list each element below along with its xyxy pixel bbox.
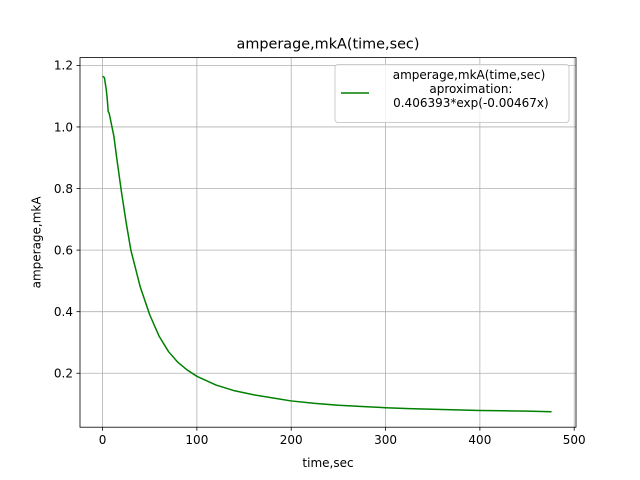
legend: amperage,mkA(time,sec) aproximation: 0.4… [334, 64, 570, 123]
x-tick-label: 0 [99, 433, 107, 447]
y-tick-label: 0.8 [54, 182, 73, 196]
x-tick-label: 100 [185, 433, 208, 447]
x-tick-label: 500 [563, 433, 586, 447]
series-line [102, 75, 552, 413]
y-tick-label: 0.6 [54, 243, 73, 257]
plot-frame [79, 57, 577, 428]
legend-box [334, 64, 570, 123]
series-layer [102, 75, 552, 413]
y-axis-label: amperage,mkA [30, 196, 44, 289]
x-tick-label: 200 [280, 433, 303, 447]
x-tick-label: 400 [468, 433, 491, 447]
grid [80, 57, 576, 428]
y-tick-label: 0.2 [54, 367, 73, 381]
ticks: 0 100 200 300 400 500 0.2 0.4 0.6 0.8 1.0 1.2 [54, 59, 586, 448]
x-tick-label: 300 [374, 433, 397, 447]
y-tick-label: 1.2 [54, 59, 73, 73]
x-axis-label: time,sec [302, 456, 353, 470]
chart-title: amperage,mkA(time,sec) [237, 37, 420, 53]
legend-label: amperage,mkA(time,sec) aproximation: 0.4… [389, 68, 548, 110]
y-tick-label: 0.4 [54, 305, 73, 319]
y-tick-label: 1.0 [54, 120, 73, 134]
